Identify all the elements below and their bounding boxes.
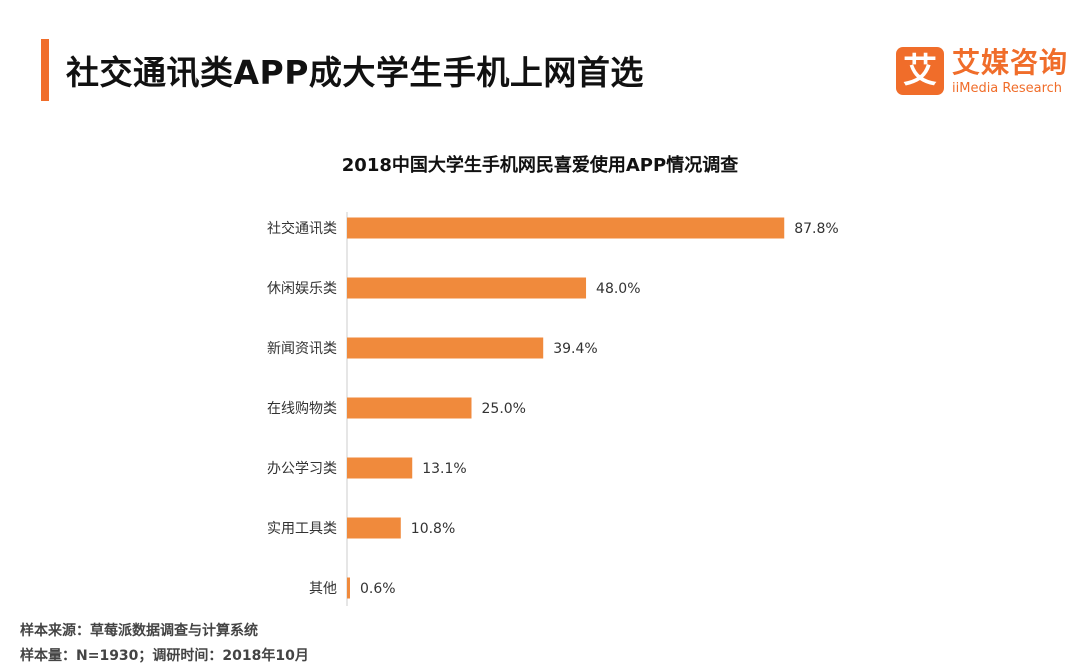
logo-mark-icon: 艾 <box>896 47 944 95</box>
category-label: 在线购物类 <box>267 401 337 417</box>
bar <box>347 457 413 479</box>
category-label: 社交通讯类 <box>267 220 337 237</box>
value-label: 10.8% <box>411 521 455 537</box>
bar <box>347 577 350 599</box>
value-label: 48.0% <box>596 281 640 297</box>
logo-mark-char: 艾 <box>903 51 937 91</box>
category-label: 其他 <box>309 581 337 597</box>
brand-logo: 艾 艾媒咨询 iiMedia Research <box>896 46 1069 99</box>
footer-source-note: 样本来源：草莓派数据调查与计算系统 <box>20 623 258 639</box>
value-label: 0.6% <box>360 581 396 597</box>
bar <box>347 277 587 299</box>
category-label: 实用工具类 <box>267 521 337 537</box>
logo-name-en: iiMedia Research <box>952 81 1063 96</box>
bar <box>347 217 785 239</box>
title-accent-bar <box>41 39 49 101</box>
category-label: 新闻资讯类 <box>267 341 337 357</box>
category-label: 休闲娱乐类 <box>267 281 337 297</box>
value-label: 87.8% <box>794 221 838 237</box>
chart-title: 2018中国大学生手机网民喜爱使用APP情况调查 <box>341 155 739 176</box>
bar <box>347 397 472 419</box>
value-label: 25.0% <box>482 401 526 417</box>
footer-sample-note: 样本量：N=1930；调研时间：2018年10月 <box>20 648 309 664</box>
logo-name: 艾媒咨询 <box>952 46 1069 79</box>
page-title: 社交通讯类APP成大学生手机上网首选 <box>66 53 644 92</box>
category-label: 办公学习类 <box>267 461 337 477</box>
value-label: 39.4% <box>553 341 597 357</box>
value-label: 13.1% <box>422 461 466 477</box>
bar <box>347 337 544 359</box>
bar <box>347 517 401 539</box>
